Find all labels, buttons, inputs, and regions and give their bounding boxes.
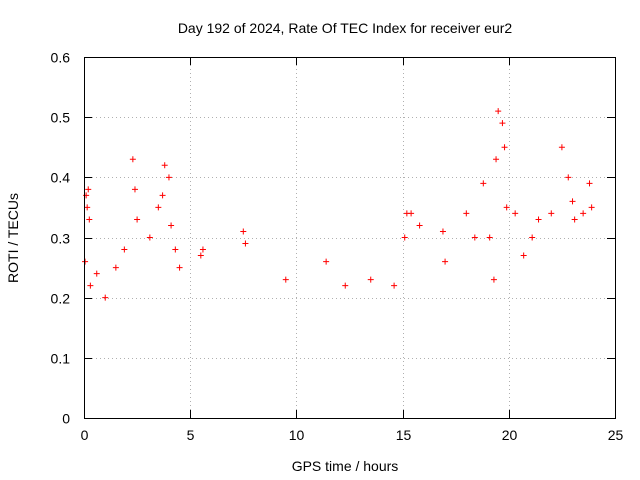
data-point [131,186,138,193]
y-tick-label: 0.5 [51,110,71,126]
data-point [586,180,593,187]
y-tick-label: 0.6 [51,50,71,66]
x-tick-label: 15 [396,427,412,443]
data-point [199,246,206,253]
data-point [408,210,415,217]
data-point [165,174,172,181]
data-point [282,276,289,283]
y-axis-title: ROTI / TECUs [5,193,21,283]
data-point [463,210,470,217]
data-point [580,210,587,217]
data-point [155,204,162,211]
data-point [172,246,179,253]
data-point [240,228,247,235]
data-point [548,210,555,217]
x-tick-label: 10 [289,427,305,443]
data-point [129,156,136,163]
data-point [503,204,510,211]
data-point [495,108,502,115]
data-point [520,252,527,259]
data-point [569,198,576,205]
data-point [565,174,572,181]
x-tick-label: 25 [608,427,624,443]
x-tick-label: 0 [81,427,89,443]
data-point [480,180,487,187]
data-point [493,156,500,163]
data-point [439,228,446,235]
data-point [588,204,595,211]
axis-ticks [84,57,616,419]
data-point [486,234,493,241]
data-point [571,216,578,223]
data-point [558,144,565,151]
data-point [471,234,478,241]
x-axis-title: GPS time / hours [292,458,399,474]
data-point [242,240,249,247]
data-point [134,216,141,223]
data-point [86,216,93,223]
chart-title: Day 192 of 2024, Rate Of TEC Index for r… [178,20,513,36]
data-point [512,210,519,217]
data-point [84,204,91,211]
data-point [401,234,408,241]
data-point [146,234,153,241]
data-point [501,144,508,151]
y-tick-label: 0.1 [51,351,71,367]
data-point [168,222,175,229]
y-tick-labels: 0 0.1 0.2 0.3 0.4 0.5 0.6 [51,50,71,427]
data-point [112,264,119,271]
data-point [391,282,398,289]
data-point [323,258,330,265]
data-point [159,192,166,199]
data-point [442,258,449,265]
data-point [102,294,109,301]
y-tick-label: 0.2 [51,291,71,307]
data-point [93,270,100,277]
data-point [499,120,506,127]
data-point [197,252,204,259]
y-tick-label: 0.4 [51,170,71,186]
data-point [367,276,374,283]
data-points [82,108,595,301]
data-point [82,258,89,265]
y-tick-label: 0 [62,411,70,427]
y-tick-label: 0.3 [51,231,71,247]
data-point [529,234,536,241]
data-point [161,162,168,169]
data-point [176,264,183,271]
x-tick-label: 20 [502,427,518,443]
data-point [342,282,349,289]
data-point [85,186,92,193]
data-point [87,282,94,289]
data-point [490,276,497,283]
x-tick-label: 5 [187,427,195,443]
x-tick-labels: 0 5 10 15 20 25 [81,427,624,443]
data-point [416,222,423,229]
data-point [121,246,128,253]
data-point [535,216,542,223]
